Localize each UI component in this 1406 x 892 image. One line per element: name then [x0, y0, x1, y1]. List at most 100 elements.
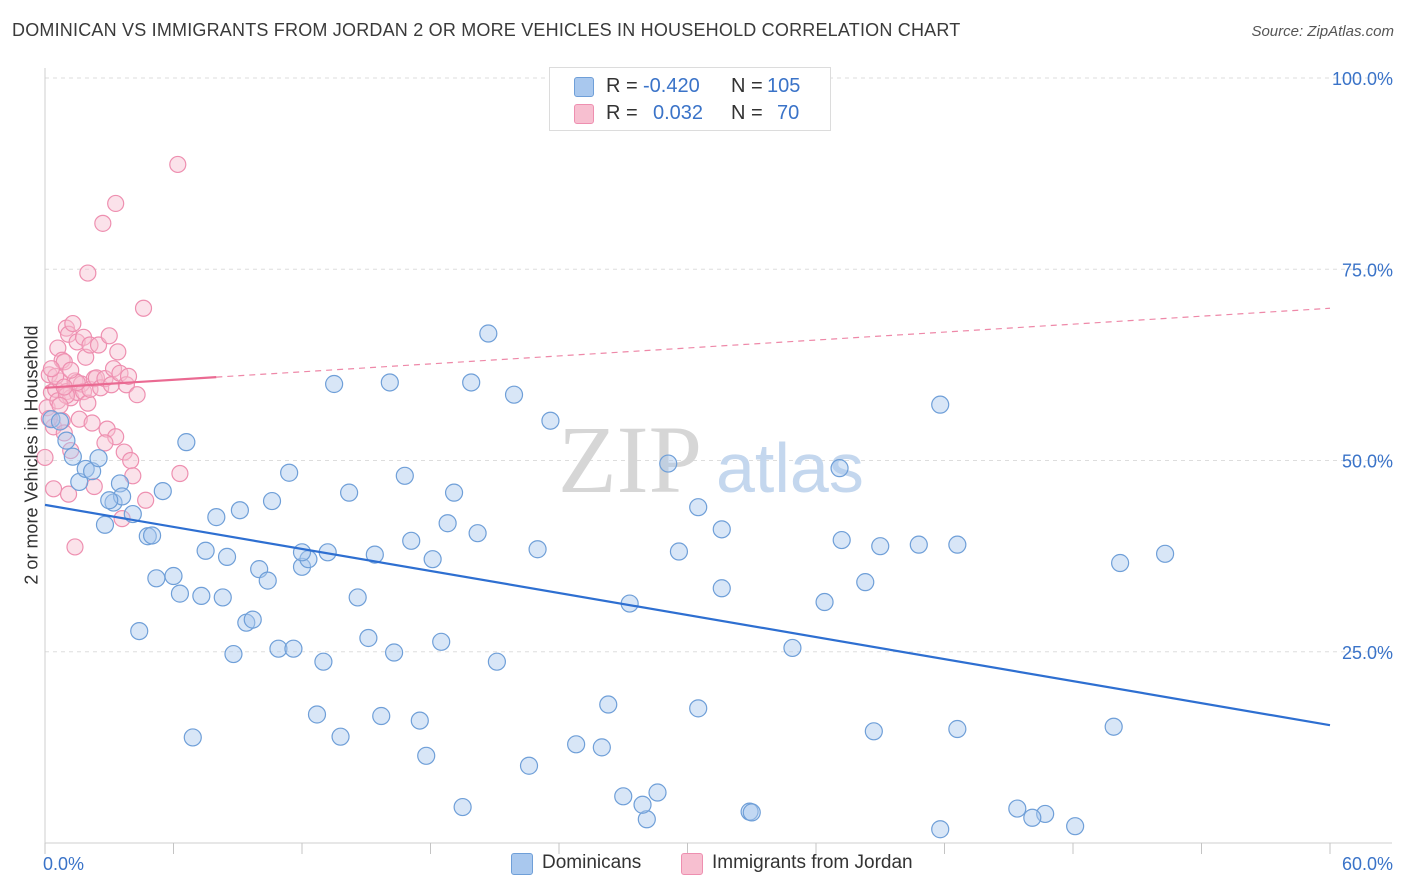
dominican-point — [372, 706, 391, 726]
jordan-point — [87, 369, 106, 387]
dominican-point — [262, 491, 282, 511]
legend-r-value: 0.032 — [653, 102, 704, 124]
dominican-point — [689, 699, 708, 718]
dominican-point — [365, 545, 384, 564]
dominican-point — [164, 566, 183, 586]
legend-swatch-blue — [574, 77, 594, 97]
dominican-point — [63, 447, 82, 466]
dominican-point — [462, 373, 481, 392]
y-tick-label: 75.0% — [1342, 260, 1393, 280]
dominican-point — [95, 515, 115, 534]
jordan-point — [83, 414, 101, 432]
y-tick-label: 50.0% — [1342, 452, 1393, 472]
dominican-point — [147, 569, 166, 588]
dominican-point — [468, 524, 487, 543]
jordan-point — [107, 194, 125, 213]
correlation-legend: R = -0.420 N = 105 R = 0.032 N = 70 — [549, 67, 831, 131]
jordan-point — [137, 491, 155, 509]
dominican-point — [528, 540, 547, 559]
dominican-point — [384, 643, 404, 662]
jordan-trend-line — [44, 376, 217, 389]
dominican-point — [689, 498, 708, 517]
legend-r-value: -0.420 — [643, 75, 700, 97]
dominican-point — [340, 483, 359, 502]
gridlines — [45, 77, 1392, 653]
jordan-point — [169, 155, 187, 174]
dominican-point — [856, 573, 875, 592]
dominican-point — [307, 705, 327, 724]
dominican-point — [410, 711, 429, 730]
dominican-trend-line — [44, 503, 1331, 727]
dominican-point — [1111, 553, 1130, 573]
dominican-point — [830, 459, 849, 478]
dominican-point — [359, 628, 378, 648]
jordan-point — [107, 428, 125, 446]
dominican-point — [177, 433, 196, 452]
dominican-point — [669, 542, 689, 561]
dominican-point — [599, 695, 618, 714]
dominican-point — [402, 531, 421, 550]
jordan-point — [134, 299, 153, 317]
y-tick-label: 100.0% — [1332, 69, 1393, 89]
dominican-point — [417, 746, 436, 765]
tick-labels: 25.0% 50.0% 75.0% 100.0% 0.0% 60.0% — [43, 69, 1393, 874]
dominican-point — [192, 586, 211, 606]
dominican-point — [89, 449, 108, 468]
jordan-point — [66, 538, 84, 556]
dominican-point — [269, 639, 288, 658]
jordan-point — [44, 480, 63, 498]
dominican-point — [637, 810, 656, 829]
dominican-point — [712, 520, 731, 539]
dominican-point — [815, 592, 834, 612]
dominican-point — [50, 412, 70, 431]
dominican-point — [1155, 544, 1175, 563]
dominican-point — [153, 482, 172, 501]
jordan-point — [59, 485, 78, 503]
dominican-point — [453, 797, 472, 817]
dominican-point — [224, 644, 243, 664]
dominican-point — [648, 783, 667, 802]
jordan-point — [109, 343, 127, 361]
jordan-point — [94, 214, 112, 232]
dominican-points — [42, 324, 1175, 839]
bottom-legend-label: Immigrants from Jordan — [712, 852, 913, 873]
dominican-point — [423, 550, 442, 569]
bottom-legend-swatch-pink — [681, 853, 703, 875]
dominican-point — [395, 466, 414, 485]
dominican-point — [57, 431, 76, 450]
jordan-point — [79, 394, 97, 412]
dominican-point — [280, 463, 299, 482]
jordan-point — [85, 477, 103, 496]
watermark-atlas: atlas — [716, 429, 864, 507]
dominican-point — [325, 374, 344, 394]
dominican-point — [331, 727, 350, 746]
dominican-point — [213, 588, 232, 607]
dominican-point — [864, 722, 883, 741]
dominican-point — [948, 535, 967, 554]
bottom-legend-swatch-blue — [511, 853, 533, 875]
dominican-point — [207, 508, 226, 527]
dominican-point — [909, 535, 928, 554]
jordan-point — [119, 367, 138, 385]
y-axis-label: 2 or more Vehicles in Household — [21, 325, 42, 585]
dominican-point — [438, 514, 457, 533]
jordan-point — [64, 314, 82, 333]
dominican-point — [871, 537, 890, 556]
x-tick-label: 0.0% — [43, 854, 84, 874]
dominican-point — [712, 579, 731, 598]
jordan-point — [68, 383, 86, 402]
legend-r-label: R = — [606, 75, 638, 97]
dominican-point — [1104, 717, 1123, 736]
dominican-point — [614, 787, 633, 806]
x-tick-label: 60.0% — [1342, 854, 1393, 874]
dominican-point — [380, 373, 399, 392]
dominican-point — [541, 411, 560, 430]
dominican-point — [444, 483, 464, 502]
dominican-point — [659, 454, 678, 473]
jordan-point — [100, 327, 118, 345]
jordan-point — [70, 410, 88, 428]
y-tick-label: 25.0% — [1342, 643, 1393, 663]
jordan-point — [122, 451, 140, 470]
jordan-point — [36, 448, 54, 467]
